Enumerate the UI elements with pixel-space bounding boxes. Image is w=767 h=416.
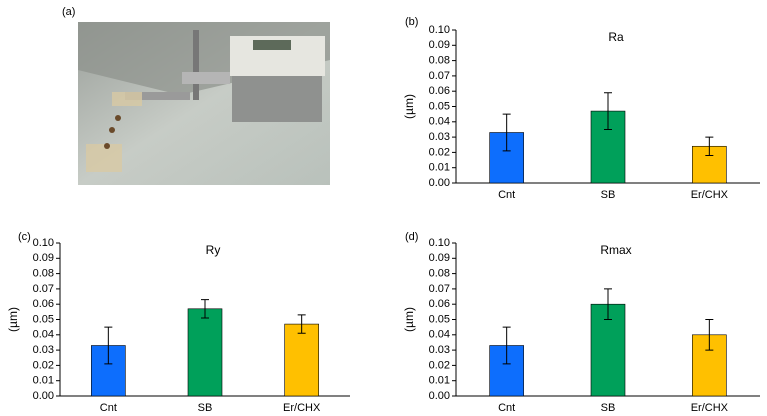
- y-axis-label: (µm): [6, 307, 20, 332]
- sample-tape: [86, 144, 122, 172]
- x-tick-label: Cnt: [100, 402, 117, 414]
- y-tick-label: 0.07: [429, 70, 450, 82]
- panel-label: (c): [18, 231, 31, 243]
- y-tick-label: 0.03: [429, 131, 450, 143]
- photo: [78, 22, 330, 185]
- y-tick-label: 0.06: [429, 298, 450, 310]
- error-bar: [502, 113, 511, 152]
- y-tick-label: 0.04: [33, 329, 54, 341]
- x-tick-label: Er/CHX: [691, 402, 729, 414]
- y-tick-label: 0.05: [429, 313, 450, 325]
- x-tick-label: Cnt: [498, 402, 515, 414]
- y-tick-label: 0.06: [33, 298, 54, 310]
- panel-label: (d): [405, 231, 418, 243]
- bar: [284, 323, 319, 397]
- y-tick-label: 0.03: [429, 344, 450, 356]
- y-tick-label: 0.08: [429, 268, 450, 280]
- x-tick-label: SB: [198, 402, 213, 414]
- y-tick-label: 0.00: [429, 390, 450, 402]
- x-tick-label: Er/CHX: [283, 402, 321, 414]
- x-tick-label: Er/CHX: [691, 189, 729, 201]
- sample-tape: [112, 92, 142, 106]
- y-tick-label: 0.10: [429, 237, 450, 249]
- error-bar: [705, 136, 714, 156]
- y-tick-label: 0.07: [33, 283, 54, 295]
- panel-label: (b): [405, 16, 418, 28]
- y-tick-label: 0.02: [33, 359, 54, 371]
- y-tick-label: 0.05: [429, 100, 450, 112]
- sample: [109, 127, 115, 133]
- chart-title: Ra: [608, 30, 624, 44]
- y-axis-label: (µm): [402, 307, 416, 332]
- device-base: [232, 70, 322, 122]
- y-tick-label: 0.10: [429, 24, 450, 36]
- error-bar: [604, 288, 612, 320]
- y-tick-label: 0.10: [33, 237, 54, 249]
- y-axis-label: (µm): [402, 94, 416, 119]
- x-tick-label: SB: [601, 402, 616, 414]
- y-tick-label: 0.01: [429, 162, 450, 174]
- y-tick-label: 0.01: [429, 375, 450, 387]
- error-bar: [201, 299, 209, 319]
- device-stand: [193, 30, 199, 100]
- y-tick-label: 0.07: [429, 283, 450, 295]
- x-tick-label: SB: [601, 189, 616, 201]
- y-tick-label: 0.03: [33, 344, 54, 356]
- y-tick-label: 0.00: [429, 177, 450, 189]
- y-tick-label: 0.08: [429, 55, 450, 67]
- y-tick-label: 0.04: [429, 116, 450, 128]
- chart-title: Rmax: [600, 243, 631, 257]
- y-tick-label: 0.01: [33, 375, 54, 387]
- sample: [115, 115, 121, 121]
- bar: [187, 308, 223, 397]
- y-tick-label: 0.09: [429, 252, 450, 264]
- y-tick-label: 0.05: [33, 313, 54, 325]
- error-bar: [604, 92, 612, 130]
- y-tick-label: 0.04: [429, 329, 450, 341]
- y-tick-label: 0.02: [429, 146, 450, 158]
- device-arm: [182, 72, 230, 84]
- error-bar: [297, 314, 306, 334]
- y-tick-label: 0.09: [429, 39, 450, 51]
- y-tick-label: 0.08: [33, 268, 54, 280]
- error-bar: [104, 326, 113, 365]
- panel-label: (a): [62, 6, 75, 18]
- stylus: [125, 92, 190, 100]
- chart-title: Ry: [206, 243, 221, 257]
- y-tick-label: 0.00: [33, 390, 54, 402]
- y-tick-label: 0.02: [429, 359, 450, 371]
- y-tick-label: 0.09: [33, 252, 54, 264]
- x-tick-label: Cnt: [498, 189, 515, 201]
- device-screen: [253, 40, 291, 50]
- y-tick-label: 0.06: [429, 85, 450, 97]
- sample: [104, 143, 110, 149]
- error-bar: [705, 319, 714, 351]
- error-bar: [502, 326, 511, 365]
